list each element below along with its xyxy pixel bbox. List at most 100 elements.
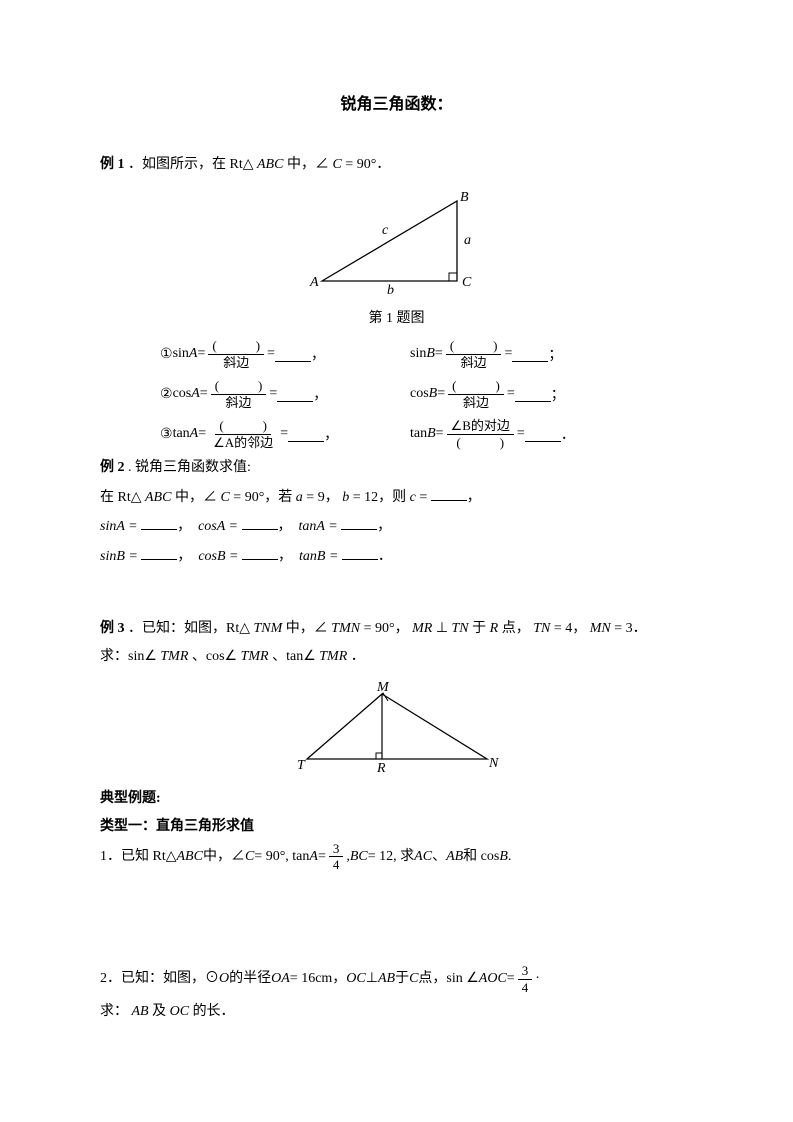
svg-text:A: A: [309, 275, 319, 290]
func: cos: [173, 386, 192, 402]
fraction: ( )斜边: [208, 338, 264, 370]
ex2-l1b: 中，∠: [175, 490, 217, 505]
blank: [431, 486, 467, 501]
p2-OC2: OC: [170, 1004, 189, 1019]
svg-text:c: c: [382, 223, 389, 238]
svg-text:M: M: [376, 680, 390, 695]
arg: B: [426, 346, 435, 362]
sep: ；: [551, 384, 565, 404]
equation-row: ①sin A = ( )斜边 = ，sin B = ( )斜边 = ；: [160, 335, 693, 373]
p2-dot: ·: [535, 968, 540, 990]
arg: A: [189, 346, 198, 362]
ex2-b: b: [342, 490, 349, 505]
ex2-c: c: [410, 490, 416, 505]
eq-sign: =: [280, 426, 288, 442]
problem-2: 2． 已知：如图，⊙ O 的半径 OA = 16cm， OC ⊥ AB 于 C …: [100, 963, 693, 995]
p2-AB: AB: [378, 968, 395, 990]
ex3-ang: TMN: [331, 621, 360, 636]
p2-c: = 16cm，: [290, 968, 347, 990]
ex2-title: . 锐角三角函数求值:: [128, 460, 251, 475]
p2-n: 2．: [100, 968, 121, 990]
blank: [242, 515, 278, 530]
eq-sign: =: [198, 426, 206, 442]
ex3-t5: 点，: [502, 621, 530, 636]
ex1-after: 中，∠: [287, 157, 329, 172]
triangle-abc-icon: A B C c a b: [302, 186, 492, 296]
example-2: 例 2 . 锐角三角函数求值:: [100, 457, 693, 479]
eq-sign: =: [269, 386, 277, 402]
trig-item: cosA = ，: [198, 519, 298, 534]
p2-q: 求：: [100, 1004, 128, 1019]
p1-end: .: [508, 846, 512, 868]
trig-item: tanB = ．: [299, 549, 392, 564]
eq-sign: =: [435, 346, 443, 362]
sep: ，: [324, 424, 338, 444]
row-num: ③: [160, 426, 173, 443]
ex3-MNv: = 3．: [614, 621, 646, 636]
p1-eq: =: [318, 846, 326, 868]
p2-OC: OC: [346, 968, 365, 990]
p2-frac: 3 4: [518, 963, 533, 995]
p2-a: 已知：如图，⊙: [121, 968, 219, 990]
p2-O: O: [219, 968, 229, 990]
page-title: 锐角三角函数：: [100, 90, 693, 114]
p1-B: B: [499, 846, 508, 868]
svg-text:N: N: [488, 756, 499, 771]
blank: [342, 545, 378, 560]
eq-sign: =: [504, 346, 512, 362]
func: cos: [410, 386, 429, 402]
p2-perp: ⊥: [366, 968, 378, 990]
ex3-t4: 于: [472, 621, 490, 636]
row-num: ①: [160, 346, 173, 363]
sep: ；: [548, 344, 562, 364]
trig-item: sinB = ，: [100, 549, 198, 564]
ex3-q3: 、tan∠: [272, 649, 316, 664]
problem-2-q: 求： AB 及 OC 的长．: [100, 1001, 693, 1023]
eq-sign: =: [197, 346, 205, 362]
ex3-TNv: = 4，: [554, 621, 586, 636]
ex2-tri: ABC: [145, 490, 171, 505]
equation-row: ③tan A = ( )∠A的邻边 = ，tan B = ∠B的对边( ) = …: [160, 415, 693, 453]
svg-text:R: R: [376, 761, 386, 774]
p2-den: 4: [518, 980, 533, 996]
p1-den: 4: [329, 857, 344, 873]
ex3-t1: ．已知：如图，Rt△: [128, 621, 250, 636]
p2-d: 于: [395, 968, 409, 990]
p2-OA: OA: [271, 968, 290, 990]
p1-c: = 90°, tan: [254, 846, 309, 868]
p1-ang: C: [245, 846, 254, 868]
eq-sign: =: [436, 426, 444, 442]
ex2-cv: =: [419, 490, 430, 505]
func: sin: [410, 346, 426, 362]
trig-item: sinA = ，: [100, 519, 198, 534]
blank: [275, 347, 311, 362]
triangle-tnm-icon: M T N R: [287, 679, 507, 774]
p1-n: 1．: [100, 846, 121, 868]
ex3-question: 求：sin∠ TMR 、cos∠ TMR 、tan∠ TMR ．: [100, 646, 693, 668]
func: tan: [410, 426, 427, 442]
ex1-ang: C: [332, 157, 341, 172]
blank: [242, 545, 278, 560]
example-3: 例 3 ．已知：如图，Rt△ TNM 中，∠ TMN = 90°， MR ⊥ T…: [100, 618, 693, 640]
ex1-figure: A B C c a b: [100, 186, 693, 301]
ex3-R: R: [490, 621, 499, 636]
ex1-caption: 第 1 题图: [100, 307, 693, 327]
ex2-l1a: 在 Rt△: [100, 490, 142, 505]
eq-sign: =: [507, 386, 515, 402]
ex2-bv: = 12，则: [353, 490, 410, 505]
svg-text:b: b: [387, 283, 394, 296]
ex1-equations: ①sin A = ( )斜边 = ，sin B = ( )斜边 = ；②cos …: [100, 335, 693, 453]
fraction: ( )斜边: [446, 338, 502, 370]
p1-A: A: [309, 846, 318, 868]
blank: [141, 515, 177, 530]
ex1-label: 例 1: [100, 157, 125, 172]
sep: ．: [561, 424, 575, 444]
ex2-av: = 9，: [306, 490, 338, 505]
p2-C: C: [409, 968, 418, 990]
p1-BC: BC: [350, 846, 368, 868]
ex2-line1: 在 Rt△ ABC 中，∠ C = 90°，若 a = 9， b = 12，则 …: [100, 486, 693, 509]
blank: [288, 427, 324, 442]
trig-item: cosB = ，: [198, 549, 299, 564]
blank: [277, 387, 313, 402]
ex2-line2: sinA = ， cosA = ， tanA = ，: [100, 515, 693, 538]
